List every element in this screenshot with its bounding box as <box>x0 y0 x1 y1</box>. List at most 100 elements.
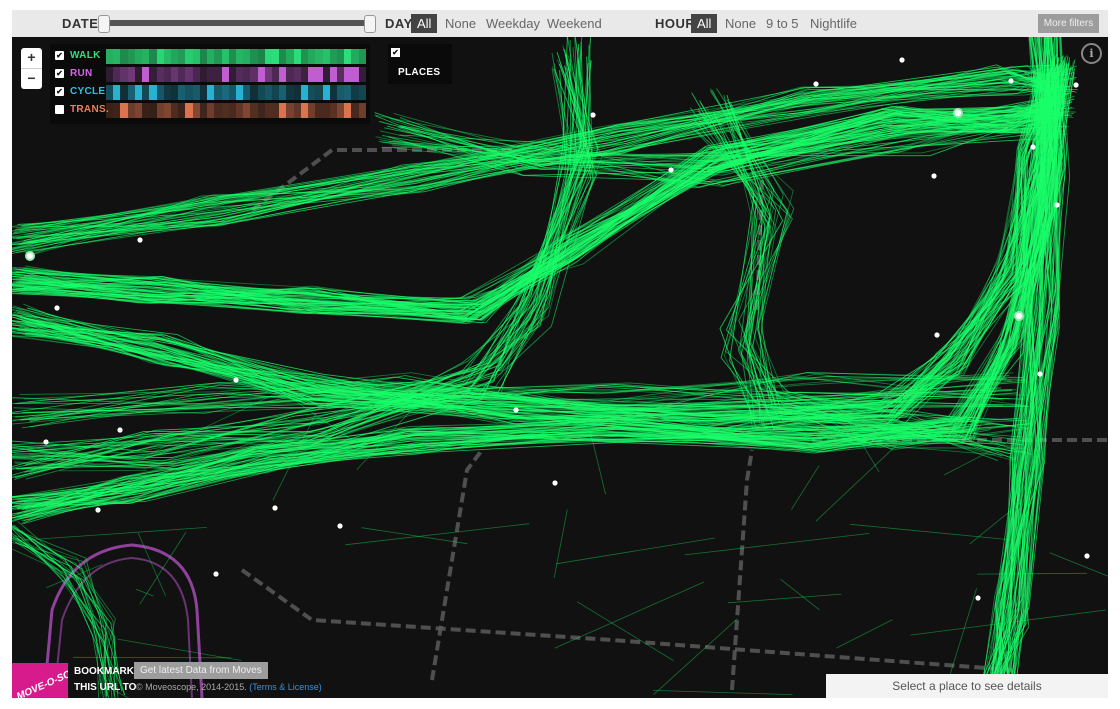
trajectory-line <box>710 90 1028 443</box>
trajectory-line <box>12 528 126 695</box>
day-option-all[interactable]: All <box>411 14 438 33</box>
hour-option-9to5[interactable]: 9 to 5 <box>766 16 799 31</box>
trajectory-line <box>695 129 1011 452</box>
trajectory-line <box>726 94 1023 446</box>
date-slider-start-handle[interactable] <box>98 15 110 33</box>
trajectory-line <box>12 54 594 453</box>
date-slider-end-handle[interactable] <box>364 15 376 33</box>
get-latest-data-button[interactable]: Get latest Data from Moves <box>134 662 268 679</box>
place-marker <box>337 523 343 529</box>
legend-row-cycle[interactable]: ✔ CYCLE <box>50 83 370 101</box>
bookmark-hint: BOOKMARK THIS URL TO COME BACK <box>74 666 137 693</box>
trajectory-line <box>15 462 195 470</box>
trajectory-line <box>850 523 1012 541</box>
activity-cell <box>329 67 337 82</box>
trajectory-line <box>553 509 568 578</box>
trajectory-line <box>13 375 1027 419</box>
activity-cell <box>272 85 280 100</box>
activity-cell <box>178 67 186 82</box>
activity-cell <box>308 85 316 100</box>
trajectory-line <box>910 429 933 435</box>
activity-cell <box>235 67 244 82</box>
trajectory-line <box>356 394 426 470</box>
hour-option-nightlife[interactable]: Nightlife <box>810 16 857 31</box>
map-canvas[interactable] <box>12 10 1108 698</box>
activity-cell <box>156 103 164 118</box>
activity-cell <box>178 103 186 118</box>
trajectory-line <box>22 102 1054 306</box>
day-option-weekend[interactable]: Weekend <box>547 16 602 31</box>
trajectory-line <box>13 115 1074 305</box>
trajectory-line <box>985 10 1045 698</box>
places-label: PLACES <box>398 67 441 78</box>
trajectory-line <box>12 525 116 698</box>
activity-cell <box>207 85 215 100</box>
trajectory-line <box>716 88 999 462</box>
activity-cell <box>235 85 244 100</box>
activity-cell <box>170 85 179 100</box>
trajectory-line <box>12 383 1018 413</box>
activity-cell <box>250 49 258 64</box>
hour-option-none[interactable]: None <box>725 16 757 31</box>
activity-cell <box>286 85 294 100</box>
trajectory-line <box>27 81 1065 414</box>
trajectory-line <box>12 87 1075 232</box>
info-icon[interactable]: i <box>1081 43 1102 64</box>
trajectory-line <box>12 71 1055 498</box>
hour-option-all[interactable]: All <box>691 14 718 33</box>
trajectory-line <box>910 609 1106 636</box>
activity-cell <box>315 67 323 82</box>
zoom-out-button[interactable]: − <box>27 70 36 86</box>
trajectory-line <box>12 106 1052 311</box>
transport-checkbox[interactable] <box>55 105 64 114</box>
trajectory-line <box>728 101 1027 422</box>
activity-cell <box>257 103 265 118</box>
footer: MOVE-O-SCOPE BOOKMARK THIS URL TO COME B… <box>12 660 1108 698</box>
place-marker <box>1073 82 1079 88</box>
activity-cell <box>199 67 208 82</box>
activity-cell <box>337 103 345 118</box>
trajectory-line <box>19 86 1078 231</box>
more-filters-button[interactable]: More filters <box>1038 14 1099 33</box>
places-toggle[interactable]: ✔ PLACES <box>388 44 452 84</box>
trajectory-line <box>12 527 107 690</box>
walk-checkbox[interactable]: ✔ <box>55 51 64 60</box>
walk-activity-strip <box>106 49 366 64</box>
trajectory-line <box>381 123 1044 172</box>
trajectory-line <box>999 10 1060 698</box>
trajectory-line <box>393 103 1059 163</box>
legend-row-run[interactable]: ✔ RUN <box>50 65 370 83</box>
zoom-in-button[interactable]: + <box>21 48 42 69</box>
activity-cell <box>322 85 330 100</box>
day-option-weekday[interactable]: Weekday <box>486 16 540 31</box>
activity-cell <box>221 85 229 100</box>
activity-cell <box>243 103 251 118</box>
activity-cell <box>199 49 208 64</box>
places-checkbox[interactable]: ✔ <box>391 48 400 57</box>
trajectory-line <box>653 618 738 695</box>
legend-row-walk[interactable]: ✔ WALK <box>50 47 370 65</box>
place-marker <box>43 439 49 445</box>
activity-cell <box>272 49 280 64</box>
trajectory-line <box>23 67 1073 237</box>
place-marker <box>513 407 519 413</box>
activity-cell <box>315 85 323 100</box>
trajectory-line <box>12 102 1070 324</box>
trajectory-line <box>1007 10 1044 698</box>
trajectory-line <box>780 578 820 611</box>
legend-row-transport[interactable]: TRANS. <box>50 101 370 119</box>
terms-license-link[interactable]: (Terms & License) <box>249 682 322 692</box>
cycle-checkbox[interactable]: ✔ <box>55 87 64 96</box>
place-marker <box>95 507 101 513</box>
run-checkbox[interactable]: ✔ <box>55 69 64 78</box>
trajectory-line <box>652 690 793 695</box>
activity-cell <box>300 67 309 82</box>
day-option-none[interactable]: None <box>445 16 477 31</box>
road-line <box>430 448 484 681</box>
activity-cell <box>207 103 215 118</box>
copyright-text: © Moveoscope, 2014-2015. <box>136 682 247 692</box>
trajectory-line <box>28 381 1029 420</box>
date-range-slider[interactable] <box>98 15 376 33</box>
activity-cell <box>300 49 309 64</box>
trajectory-line <box>711 89 996 456</box>
